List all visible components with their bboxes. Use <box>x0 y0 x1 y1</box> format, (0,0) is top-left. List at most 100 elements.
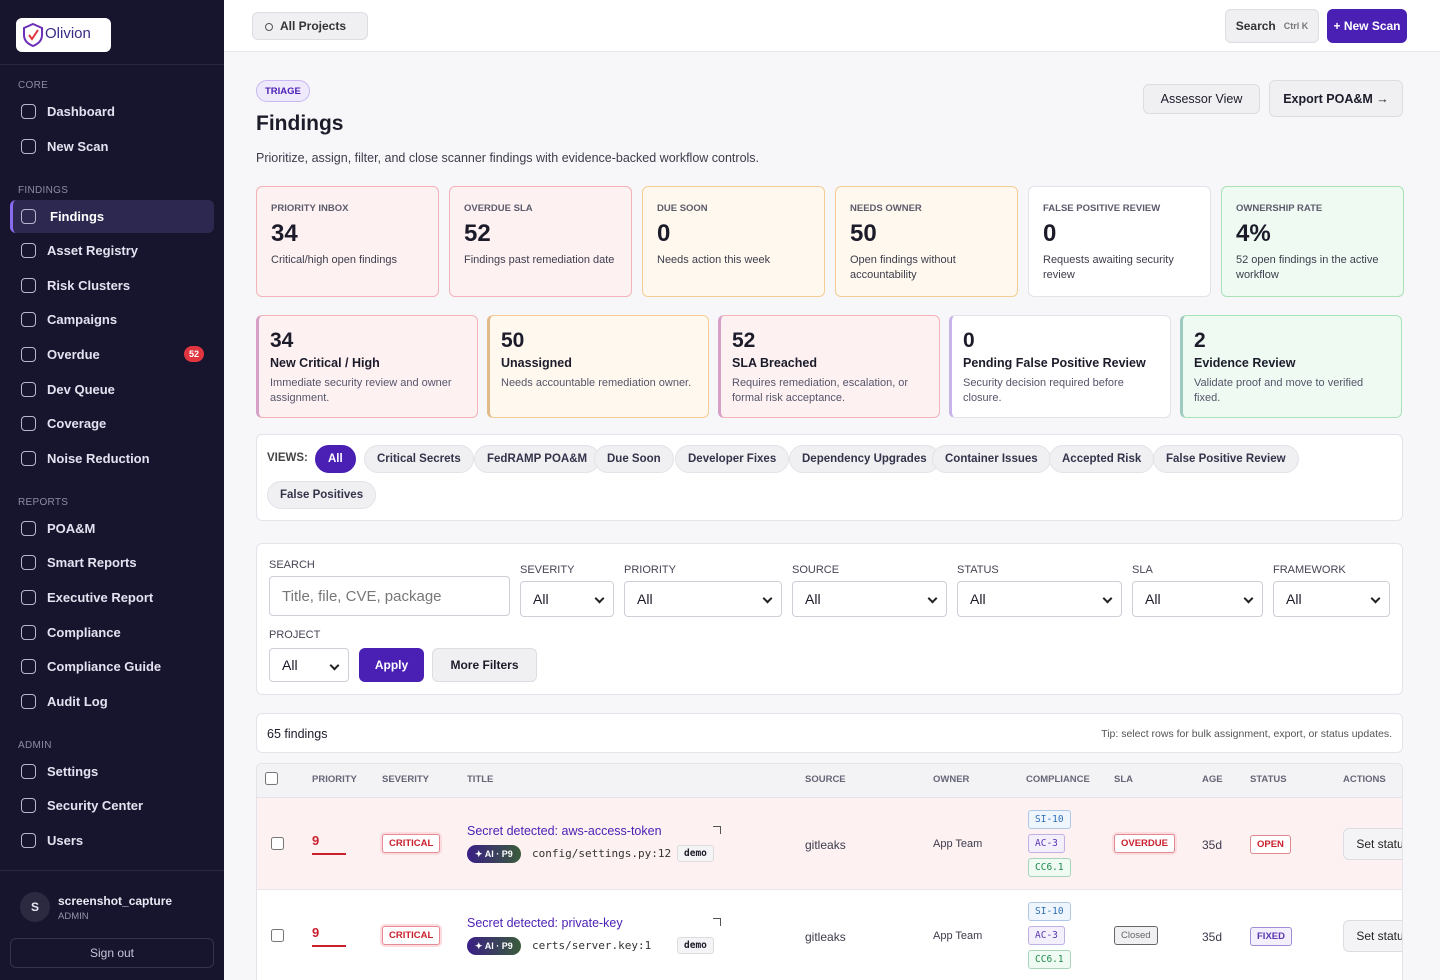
view-pill[interactable]: FedRAMP POA&M <box>474 445 601 473</box>
nav-item[interactable]: Asset Registry <box>10 234 214 267</box>
queue-title: New Critical / High <box>270 356 380 370</box>
queue-note: Needs accountable remediation owner. <box>501 377 692 389</box>
view-pill[interactable]: Container Issues <box>932 445 1051 473</box>
nav-icon <box>21 277 36 293</box>
queue-card[interactable]: 50 Unassigned Needs accountable remediatio… <box>487 315 709 418</box>
table-header: PRIORITY SEVERITY TITLE SOURCE OWNER COMPLIAN… <box>257 764 1402 798</box>
nav-item[interactable]: Audit Log <box>10 685 214 718</box>
queue-card[interactable]: 0 Pending False Positive Review Security d… <box>949 315 1171 418</box>
nav-item[interactable]: Users <box>10 824 214 857</box>
view-pill[interactable]: Accepted Risk <box>1049 445 1155 473</box>
nav-section-title: ADMIN <box>18 739 52 751</box>
view-pill[interactable]: False Positive Review <box>1153 445 1299 473</box>
column-header: OWNER <box>933 774 970 785</box>
stat-value: 34 <box>271 220 298 247</box>
nav-item[interactable]: Risk Clusters <box>10 269 214 302</box>
filter-select[interactable]: All <box>624 581 782 617</box>
nav-item[interactable]: Dev Queue <box>10 373 214 406</box>
nav-item[interactable]: Noise Reduction <box>10 442 214 475</box>
table-row: 9 CRITICAL Secret detected: private-key ✦ A… <box>257 890 1402 980</box>
row-checkbox[interactable] <box>271 929 284 942</box>
queue-card[interactable]: 52 SLA Breached Requires remediation, esca… <box>718 315 940 418</box>
apply-button[interactable]: Apply <box>359 648 424 682</box>
more-filters-button[interactable]: More Filters <box>432 648 537 682</box>
compliance-chip: CC6.1 <box>1028 858 1071 877</box>
nav-item[interactable]: Smart Reports <box>10 546 214 579</box>
sign-out[interactable]: Sign out <box>10 938 214 968</box>
external-link-icon <box>713 918 721 926</box>
compliance-chip: SI-10 <box>1028 902 1071 921</box>
filter-select[interactable]: All <box>1273 581 1390 617</box>
stat-note: Needs action this week <box>657 254 771 266</box>
source: gitleaks <box>805 838 846 852</box>
views-panel: VIEWS: All Critical Secrets FedRAMP POA&M Du… <box>256 434 1403 521</box>
nav-icon <box>21 347 36 362</box>
nav-item[interactable]: POA&M <box>10 512 214 545</box>
nav-item[interactable]: Executive Report <box>10 581 214 614</box>
nav-item[interactable]: Overdue 52 <box>10 338 214 371</box>
stat-value: 4% <box>1236 220 1271 247</box>
queue-card[interactable]: 2 Evidence Review Validate proof and move … <box>1180 315 1402 418</box>
nav-item[interactable]: Settings <box>10 755 214 788</box>
status-chip: OPEN <box>1250 835 1291 854</box>
column-header: SOURCE <box>805 774 846 785</box>
nav-item[interactable]: Coverage <box>10 407 214 440</box>
filter-label: PRIORITY <box>624 564 676 576</box>
filter-label: SEARCH <box>269 559 315 571</box>
compliance-chip: SI-10 <box>1028 810 1071 829</box>
tip: Tip: select rows for bulk assignment, ex… <box>1101 728 1392 740</box>
project-select[interactable]: All Projects <box>252 12 368 40</box>
filter-select[interactable]: All <box>792 581 947 617</box>
stat-card: PRIORITY INBOX 34 Critical/high open findi… <box>256 186 439 297</box>
queue-count: 34 <box>270 329 294 352</box>
filter-label: FRAMEWORK <box>1273 564 1346 576</box>
filter-select[interactable]: All <box>1132 581 1263 617</box>
set-status-button[interactable]: Set status <box>1343 920 1402 952</box>
nav-item[interactable]: New Scan <box>10 130 214 163</box>
nav-icon <box>21 312 36 328</box>
table-row: 9 CRITICAL Secret detected: aws-access-tok… <box>257 798 1402 890</box>
severity-chip: CRITICAL <box>382 834 441 853</box>
assessor-view[interactable]: Assessor View <box>1143 84 1260 114</box>
row-checkbox[interactable] <box>271 837 284 850</box>
set-status-button[interactable]: Set status <box>1343 828 1402 860</box>
nav-item[interactable]: Compliance <box>10 616 214 649</box>
search-button[interactable]: Search Ctrl K <box>1225 9 1319 43</box>
nav-item[interactable]: Dashboard <box>10 95 214 128</box>
new-scan-button[interactable]: + New Scan <box>1327 9 1407 43</box>
view-pill[interactable]: Critical Secrets <box>364 445 474 473</box>
view-pill[interactable]: Due Soon <box>594 445 674 473</box>
views-label: VIEWS: <box>267 452 308 464</box>
queue-card[interactable]: 34 New Critical / High Immediate security … <box>256 315 478 418</box>
view-pill[interactable]: Dependency Upgrades <box>789 445 940 473</box>
brand-logo[interactable]: Olivion <box>16 18 111 52</box>
search-input[interactable]: Title, file, CVE, package <box>269 576 510 616</box>
nav-item[interactable]: Campaigns <box>10 303 214 336</box>
age: 35d <box>1202 838 1223 852</box>
queue-note: Requires remediation, escalation, or for… <box>732 377 909 404</box>
results-bar: 65 findings Tip: select rows for bulk as… <box>256 713 1403 753</box>
view-pill[interactable]: All <box>315 445 356 473</box>
finding-title[interactable]: Secret detected: aws-access-token <box>467 824 662 838</box>
nav-label: Campaigns <box>47 312 118 328</box>
stat-note: Critical/high open findings <box>271 254 397 266</box>
project-icon <box>265 23 273 31</box>
select-value: All <box>637 591 653 607</box>
filter-select[interactable]: All <box>520 581 614 617</box>
finding-title[interactable]: Secret detected: private-key <box>467 916 623 930</box>
queue-count: 2 <box>1194 329 1206 352</box>
nav-label: POA&M <box>47 520 96 536</box>
filter-select[interactable]: All <box>269 648 349 682</box>
nav-item[interactable]: Security Center <box>10 789 214 822</box>
select-all[interactable] <box>265 772 278 785</box>
export-poam[interactable]: Export POA&M → <box>1269 80 1403 117</box>
view-pill[interactable]: False Positives <box>267 481 377 509</box>
nav-item[interactable]: Findings <box>10 199 214 233</box>
view-pill[interactable]: Developer Fixes <box>675 445 790 473</box>
chevron <box>762 593 773 604</box>
stat-label: OVERDUE SLA <box>464 203 533 214</box>
filter-label: SLA <box>1132 564 1153 576</box>
filter-select[interactable]: All <box>957 581 1122 617</box>
nav-item[interactable]: Compliance Guide <box>10 650 214 683</box>
